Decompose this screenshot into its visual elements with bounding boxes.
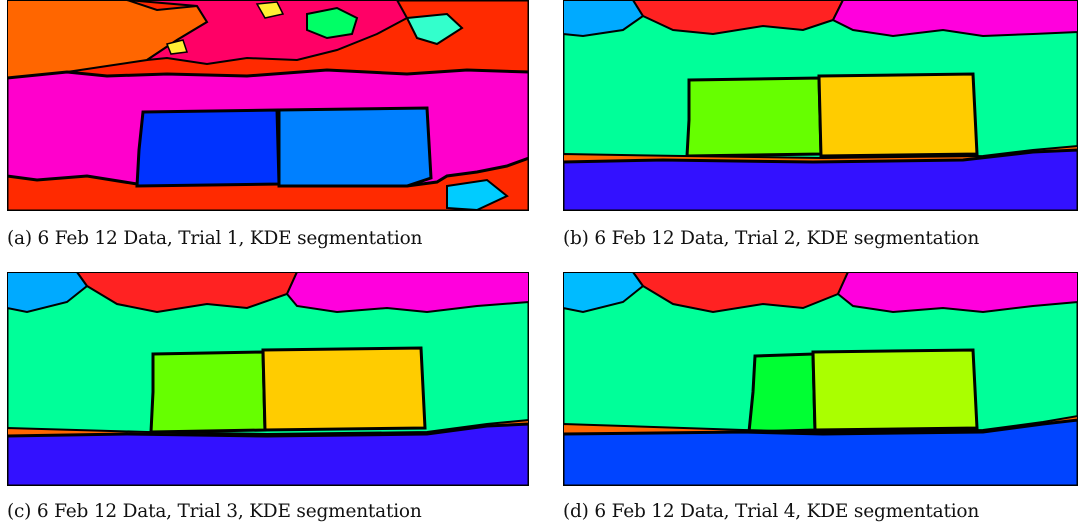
segmentation-image-d <box>563 272 1078 486</box>
segmentation-image-c <box>7 272 529 486</box>
segmentation-map-c <box>7 272 529 486</box>
region-blue-topleft <box>563 0 645 38</box>
caption-c: (c) 6 Feb 12 Data, Trial 3, KDE segmenta… <box>7 501 422 522</box>
region-blue-topleft <box>7 272 89 314</box>
region-yellow-top <box>255 1 285 19</box>
caption-a: (a) 6 Feb 12 Data, Trial 1, KDE segmenta… <box>7 228 423 249</box>
region-magenta-top <box>836 272 1078 314</box>
region-magenta-top <box>285 272 529 314</box>
region-yellow-box <box>817 72 979 158</box>
region-blue-left <box>135 108 281 188</box>
segmentation-image-a <box>7 0 529 211</box>
region-yellow-box <box>261 346 427 432</box>
region-cyan-bottom <box>446 178 509 211</box>
segmentation-map-b <box>563 0 1078 211</box>
region-blue-bottom <box>563 418 1078 486</box>
region-cyan-top <box>405 12 464 46</box>
caption-b: (b) 6 Feb 12 Data, Trial 2, KDE segmenta… <box>563 228 980 249</box>
segmentation-image-b <box>563 0 1078 211</box>
region-indigo-bottom <box>563 148 1078 211</box>
region-lime-box <box>811 348 979 432</box>
segmentation-map-d <box>563 272 1078 486</box>
region-green-box <box>685 76 823 158</box>
region-yellow-top-2 <box>165 39 189 55</box>
region-blue-topleft <box>563 272 645 314</box>
region-bright-green-box <box>747 352 817 434</box>
caption-d: (d) 6 Feb 12 Data, Trial 4, KDE segmenta… <box>563 501 980 522</box>
segmentation-map-a <box>7 0 529 211</box>
region-green-box <box>149 350 267 434</box>
region-green-top <box>306 6 359 40</box>
region-magenta-top <box>831 0 1078 38</box>
region-blue-right <box>277 106 433 188</box>
region-indigo-bottom <box>7 422 529 486</box>
